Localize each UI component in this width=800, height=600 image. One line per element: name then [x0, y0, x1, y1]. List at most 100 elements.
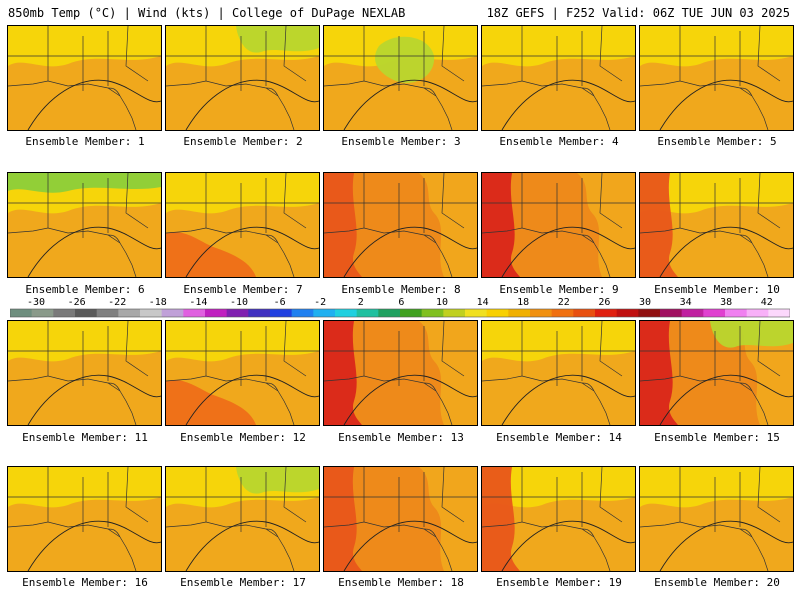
- state-border: [265, 234, 279, 244]
- state-border: [435, 95, 453, 130]
- temperature-region: [236, 26, 319, 53]
- member-map-panel: [639, 172, 794, 278]
- temperature-field: [166, 467, 319, 571]
- colorbar-swatch: [313, 309, 336, 317]
- member-map-panel: [323, 172, 478, 278]
- temperature-region: [640, 173, 678, 277]
- member-caption: Ensemble Member: 20: [654, 576, 780, 589]
- state-border: [757, 467, 781, 523]
- colorbar-swatch: [53, 309, 76, 317]
- state-border: [441, 467, 465, 523]
- state-border: [107, 234, 121, 244]
- state-border: [277, 95, 295, 130]
- member-caption: Ensemble Member: 15: [654, 431, 780, 444]
- member-map-panel: [639, 466, 794, 572]
- state-border: [441, 173, 465, 229]
- state-border: [739, 234, 753, 244]
- temperature-field: [482, 173, 635, 277]
- state-border: [751, 95, 769, 130]
- colorbar-swatch: [161, 309, 184, 317]
- state-border: [265, 87, 279, 97]
- temperature-field: [324, 321, 477, 425]
- height-contour: [27, 226, 161, 277]
- member-caption: Ensemble Member: 6: [25, 283, 145, 296]
- colorbar-swatch: [616, 309, 639, 317]
- colorbar-tick-label: -6: [273, 297, 286, 308]
- member-caption: Ensemble Member: 13: [338, 431, 464, 444]
- colorbar-swatch: [205, 309, 228, 317]
- member-caption: Ensemble Member: 11: [22, 431, 148, 444]
- colorbar-tick-label: 30: [638, 297, 652, 308]
- state-border: [265, 528, 279, 538]
- state-border: [265, 382, 279, 392]
- colorbar-tick-label: 10: [435, 297, 449, 308]
- temperature-region: [8, 173, 161, 193]
- temperature-region: [166, 231, 256, 277]
- colorbar-tick-label: -26: [67, 297, 86, 308]
- state-border: [283, 321, 307, 377]
- state-border: [119, 536, 137, 571]
- height-contour: [27, 79, 161, 130]
- colorbar-swatch: [270, 309, 293, 317]
- member-map-panel: [481, 172, 636, 278]
- height-contour: [501, 226, 635, 277]
- height-contour: [185, 226, 319, 277]
- map-title: 850mb Temp (°C) | Wind (kts) | College o…: [8, 6, 406, 20]
- member-caption: Ensemble Member: 3: [341, 135, 461, 148]
- member-caption: Ensemble Member: 12: [180, 431, 306, 444]
- colorbar-tick-label: 14: [476, 297, 489, 308]
- temperature-region: [166, 379, 256, 425]
- state-border: [107, 382, 121, 392]
- state-border: [441, 26, 465, 82]
- colorbar-swatch: [681, 309, 704, 317]
- temperature-region: [710, 321, 793, 348]
- colorbar-tick-label: 22: [557, 297, 570, 308]
- height-contour: [343, 374, 477, 425]
- temperature-region: [419, 173, 477, 277]
- state-border: [119, 390, 137, 425]
- colorbar-swatch: [638, 309, 661, 317]
- temperature-field: [8, 321, 161, 425]
- temperature-region: [324, 321, 362, 425]
- member-map-panel: [165, 25, 320, 131]
- state-border: [593, 390, 611, 425]
- temperature-region: [324, 467, 362, 571]
- state-border: [277, 242, 295, 277]
- state-border: [435, 536, 453, 571]
- member-caption: Ensemble Member: 5: [657, 135, 777, 148]
- colorbar-swatch: [75, 309, 98, 317]
- temperature-region: [482, 173, 520, 277]
- member-caption: Ensemble Member: 1: [25, 135, 145, 148]
- state-border: [599, 26, 623, 82]
- colorbar-swatch: [226, 309, 249, 317]
- height-contour: [343, 520, 477, 571]
- temperature-region: [577, 173, 635, 277]
- run-valid-time: 18Z GEFS | F252 Valid: 06Z TUE JUN 03 20…: [486, 6, 790, 20]
- state-border: [581, 234, 595, 244]
- state-border: [441, 321, 465, 377]
- state-border: [751, 242, 769, 277]
- member-map-panel: [165, 172, 320, 278]
- colorbar-swatch: [443, 309, 466, 317]
- colorbar-tick-label: 42: [760, 297, 773, 308]
- member-map-panel: [323, 466, 478, 572]
- state-border: [593, 242, 611, 277]
- member-caption: Ensemble Member: 14: [496, 431, 622, 444]
- state-border: [593, 536, 611, 571]
- member-map-panel: [481, 466, 636, 572]
- member-caption: Ensemble Member: 19: [496, 576, 622, 589]
- state-border: [757, 26, 781, 82]
- temperature-field: [324, 173, 477, 277]
- temperature-field: [482, 321, 635, 425]
- state-border: [581, 382, 595, 392]
- member-map-panel: [7, 320, 162, 426]
- state-border: [125, 467, 149, 523]
- member-caption: Ensemble Member: 4: [499, 135, 619, 148]
- state-border: [277, 536, 295, 571]
- state-border: [757, 321, 781, 377]
- temperature-region: [324, 173, 362, 277]
- state-border: [435, 242, 453, 277]
- temperature-region: [640, 321, 678, 425]
- temperature-region: [419, 321, 477, 425]
- height-contour: [343, 226, 477, 277]
